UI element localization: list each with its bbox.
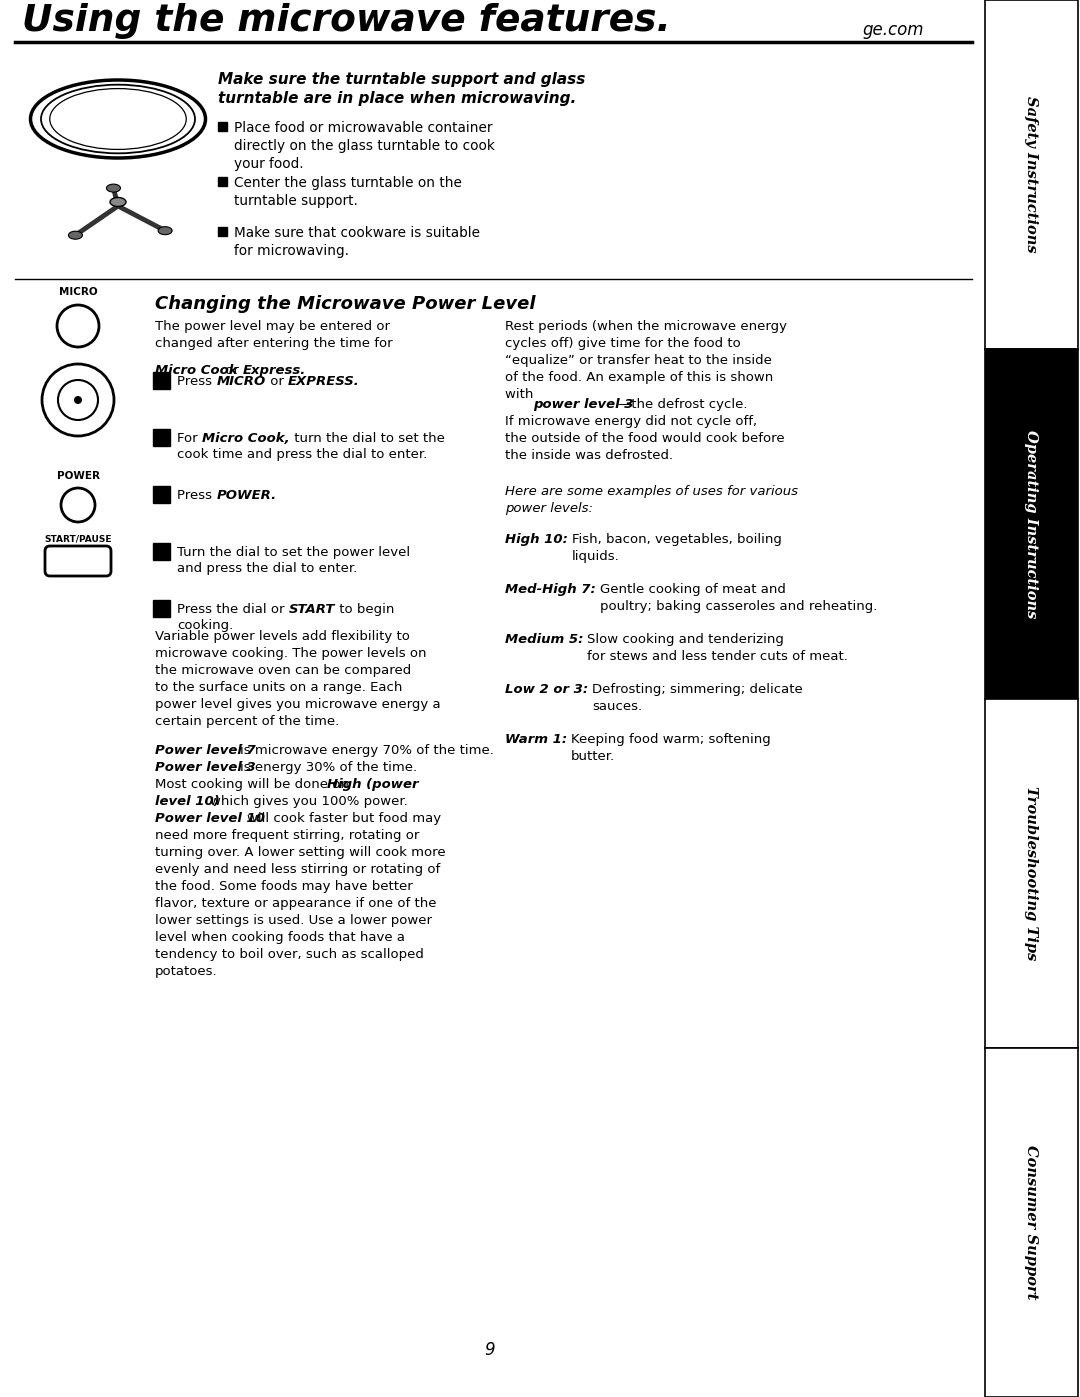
Text: is microwave energy 70% of the time.: is microwave energy 70% of the time. (240, 745, 494, 757)
Text: Most cooking will be done on: Most cooking will be done on (156, 778, 353, 791)
Text: 3: 3 (158, 488, 165, 502)
Text: START: START (288, 604, 335, 616)
Bar (153, 429, 170, 446)
Text: Gentle cooking of meat and
poultry; baking casseroles and reheating.: Gentle cooking of meat and poultry; baki… (599, 583, 877, 613)
Text: turn the dial to set the: turn the dial to set the (289, 432, 444, 446)
Text: or: or (221, 365, 243, 377)
Text: For: For (177, 432, 202, 446)
Text: need more frequent stirring, rotating or
turning over. A lower setting will cook: need more frequent stirring, rotating or… (156, 828, 446, 978)
Bar (218, 177, 227, 186)
Text: The power level may be entered or
changed after entering the time for: The power level may be entered or change… (156, 320, 393, 351)
Bar (985, 0, 1078, 349)
Text: or: or (266, 374, 287, 388)
Bar (153, 486, 170, 503)
Text: Power level 7: Power level 7 (156, 745, 256, 757)
Text: Rest periods (when the microwave energy
cycles off) give time for the food to
“e: Rest periods (when the microwave energy … (505, 320, 787, 401)
Bar (985, 698, 1078, 1048)
Text: Express.: Express. (243, 365, 307, 377)
Bar (985, 349, 1078, 698)
Text: to begin: to begin (335, 604, 394, 616)
Text: power level 3: power level 3 (534, 398, 634, 411)
Text: cooking.: cooking. (177, 619, 233, 631)
Text: MICRO: MICRO (58, 286, 97, 298)
Text: Consumer Support: Consumer Support (1025, 1146, 1039, 1299)
Text: Keeping food warm; softening
butter.: Keeping food warm; softening butter. (571, 733, 771, 763)
Text: POWER.: POWER. (216, 489, 276, 502)
Bar (153, 599, 170, 617)
Ellipse shape (158, 226, 172, 235)
Text: 1: 1 (158, 374, 165, 387)
Text: High (power: High (power (327, 778, 419, 791)
Text: Warm 1:: Warm 1: (505, 733, 567, 746)
Ellipse shape (68, 232, 82, 239)
Text: Make sure the turntable support and glass
turntable are in place when microwavin: Make sure the turntable support and glas… (218, 73, 585, 106)
Circle shape (75, 395, 82, 404)
Text: Micro Cook: Micro Cook (156, 365, 238, 377)
Text: Make sure that cookware is suitable
for microwaving.: Make sure that cookware is suitable for … (234, 226, 480, 258)
Bar (153, 543, 170, 560)
Text: Press: Press (177, 374, 216, 388)
Text: which gives you 100% power.: which gives you 100% power. (210, 795, 408, 807)
Text: 9: 9 (485, 1341, 496, 1359)
Bar (153, 372, 170, 388)
Text: ge.com: ge.com (862, 21, 923, 39)
Text: If microwave energy did not cycle off,
the outside of the food would cook before: If microwave energy did not cycle off, t… (505, 415, 785, 462)
Text: will cook faster but food may: will cook faster but food may (247, 812, 441, 826)
Text: Turn the dial to set the power level: Turn the dial to set the power level (177, 546, 410, 559)
Text: Press the dial or: Press the dial or (177, 604, 288, 616)
Text: Low 2 or 3:: Low 2 or 3: (505, 683, 589, 696)
Text: and press the dial to enter.: and press the dial to enter. (177, 562, 357, 576)
Text: EXPRESS.: EXPRESS. (287, 374, 360, 388)
Ellipse shape (107, 184, 121, 193)
Text: START/PAUSE: START/PAUSE (44, 535, 111, 543)
Text: Micro Cook,: Micro Cook, (202, 432, 289, 446)
Text: Operating Instructions: Operating Instructions (1025, 430, 1039, 617)
Text: MICRO: MICRO (216, 374, 266, 388)
Bar (218, 122, 227, 131)
Text: Med-High 7:: Med-High 7: (505, 583, 596, 597)
Text: 2: 2 (158, 432, 165, 444)
Text: Medium 5:: Medium 5: (505, 633, 583, 645)
Text: Variable power levels add flexibility to
microwave cooking. The power levels on
: Variable power levels add flexibility to… (156, 630, 441, 728)
Text: 4: 4 (158, 545, 165, 557)
Text: Here are some examples of uses for various
power levels:: Here are some examples of uses for vario… (505, 485, 798, 515)
Text: —the defrost cycle.: —the defrost cycle. (618, 398, 747, 411)
Text: Fish, bacon, vegetables, boiling
liquids.: Fish, bacon, vegetables, boiling liquids… (572, 534, 782, 563)
Bar (985, 1048, 1078, 1397)
Text: cook time and press the dial to enter.: cook time and press the dial to enter. (177, 448, 428, 461)
Text: Power level 10: Power level 10 (156, 812, 265, 826)
Text: High 10:: High 10: (505, 534, 568, 546)
Text: Changing the Microwave Power Level: Changing the Microwave Power Level (156, 295, 536, 313)
Text: level 10): level 10) (156, 795, 219, 807)
Text: Power level 3: Power level 3 (156, 761, 256, 774)
Text: Defrosting; simmering; delicate
sauces.: Defrosting; simmering; delicate sauces. (592, 683, 802, 712)
Text: POWER: POWER (56, 471, 99, 481)
Text: is energy 30% of the time.: is energy 30% of the time. (240, 761, 417, 774)
Text: Safety Instructions: Safety Instructions (1025, 96, 1039, 253)
Text: Troubleshooting Tips: Troubleshooting Tips (1025, 787, 1039, 960)
Bar (218, 226, 227, 236)
Text: Slow cooking and tenderizing
for stews and less tender cuts of meat.: Slow cooking and tenderizing for stews a… (588, 633, 848, 664)
Text: Press: Press (177, 489, 216, 502)
Text: Place food or microwavable container
directly on the glass turntable to cook
you: Place food or microwavable container dir… (234, 122, 495, 170)
Ellipse shape (110, 197, 126, 207)
Text: Using the microwave features.: Using the microwave features. (22, 3, 671, 39)
Text: 5: 5 (158, 602, 165, 615)
Text: Center the glass turntable on the
turntable support.: Center the glass turntable on the turnta… (234, 176, 462, 208)
